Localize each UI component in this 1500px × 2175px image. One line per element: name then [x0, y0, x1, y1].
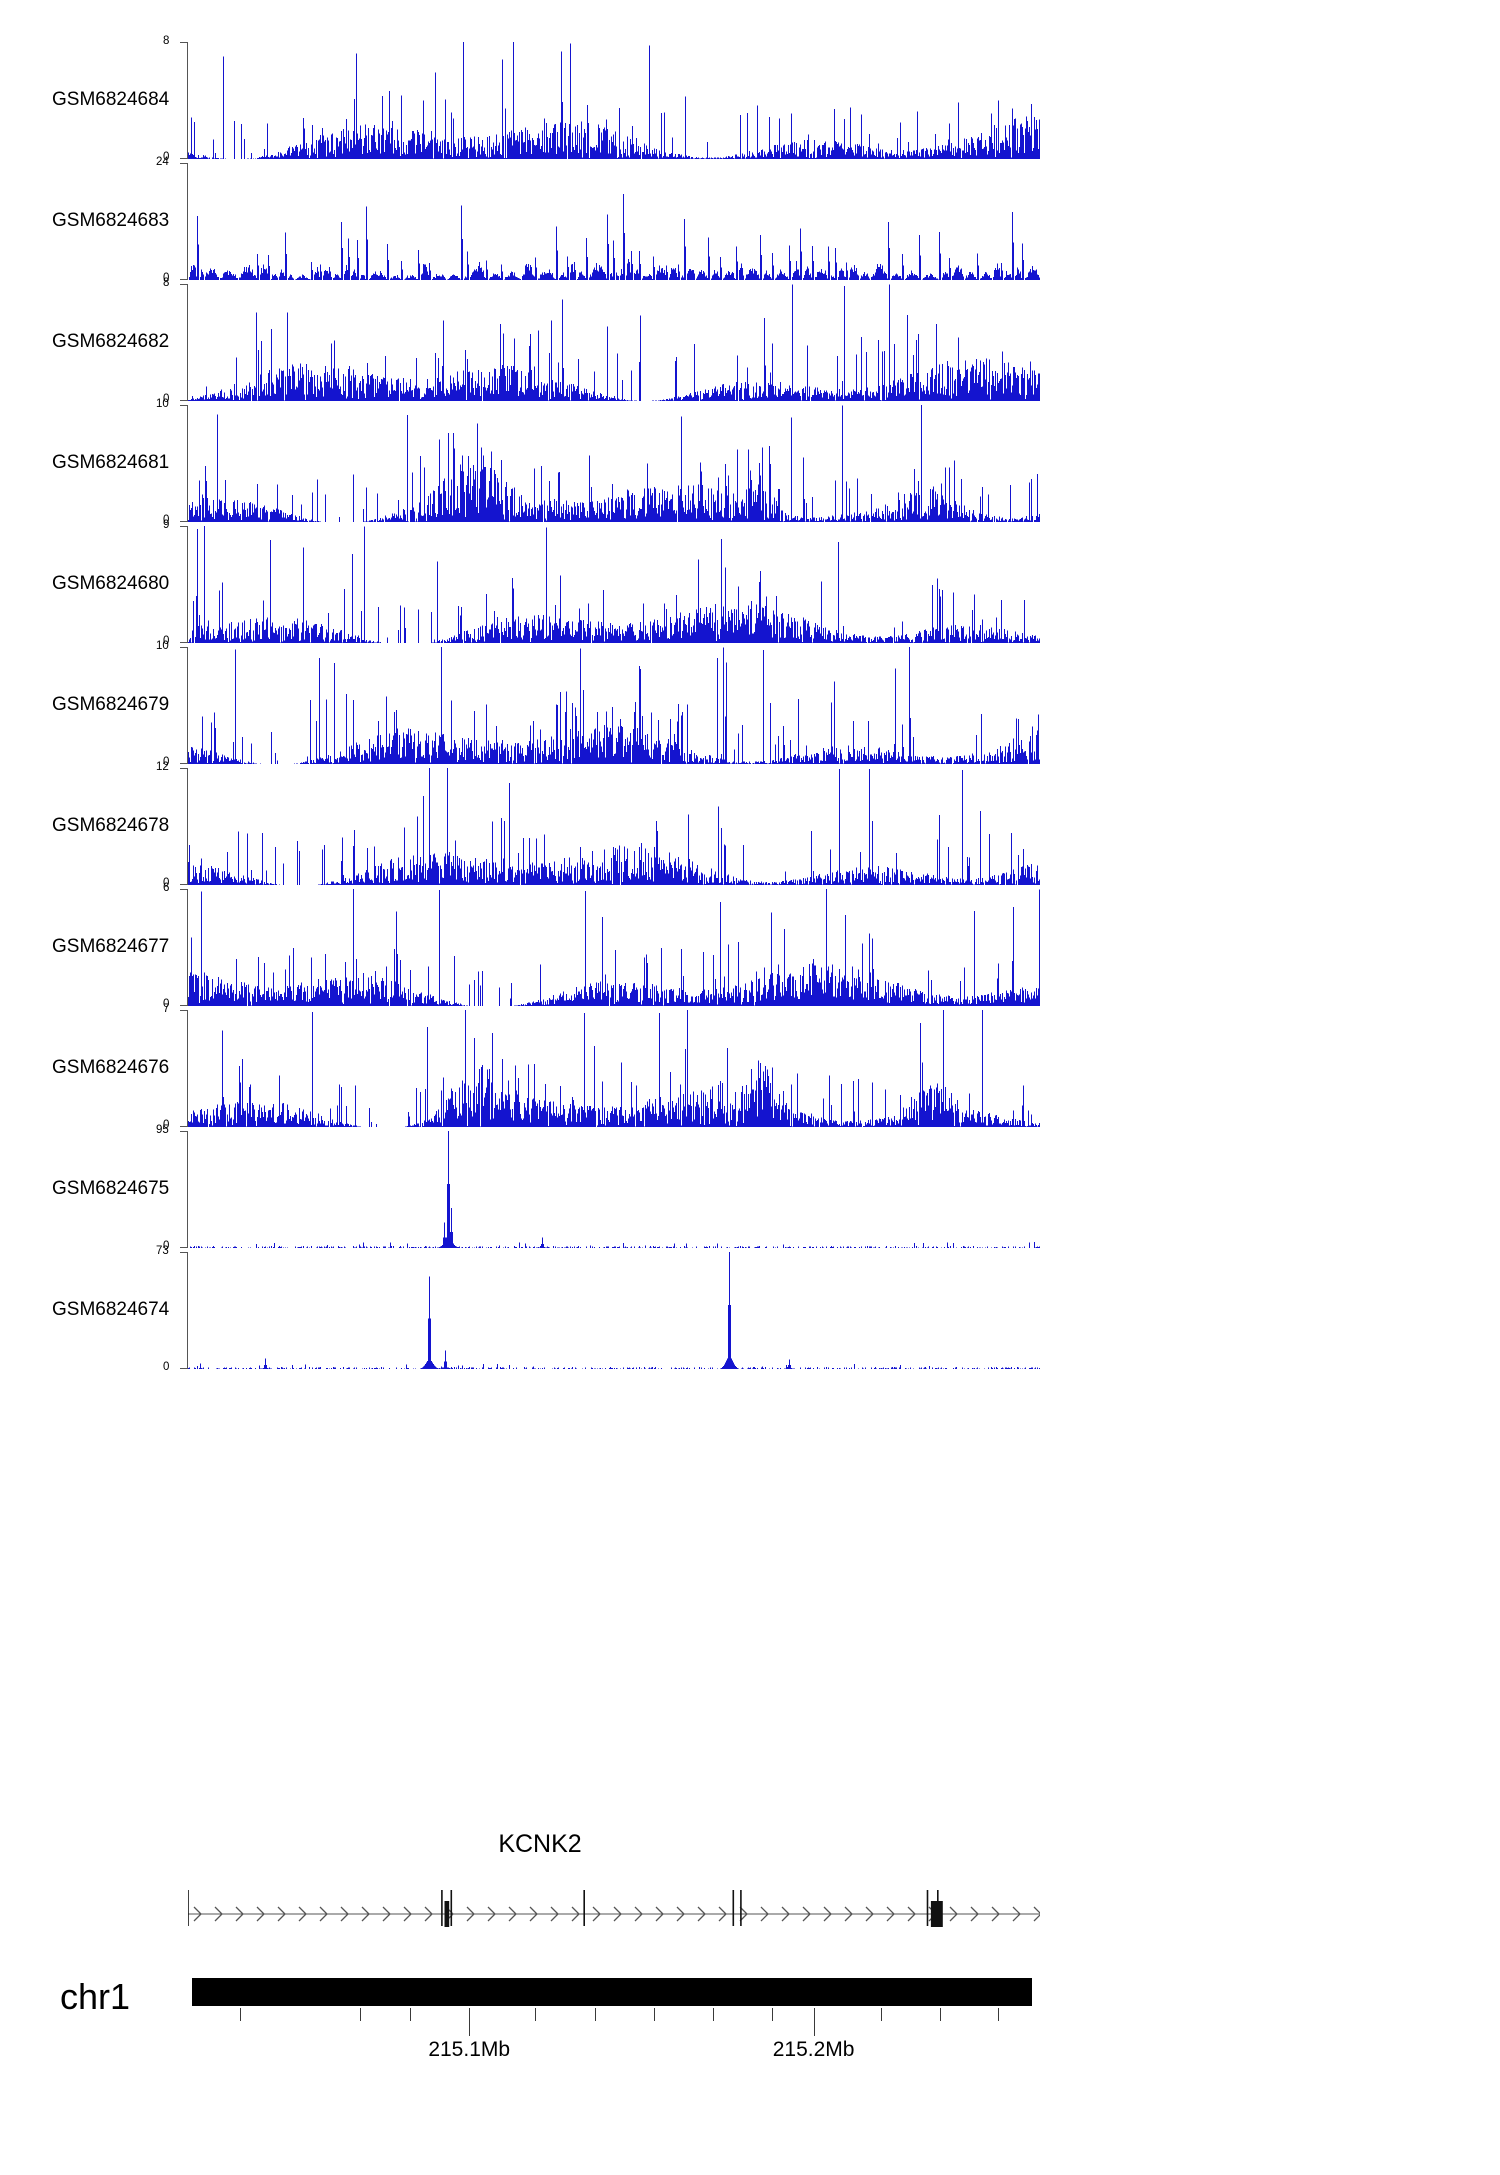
signal-track-gsm6824675[interactable]: GSM6824675 — [0, 1131, 1080, 1248]
signal-track-gsm6824684[interactable]: GSM6824684 — [0, 42, 1080, 159]
y-axis-tick-max — [180, 163, 188, 164]
y-axis-tick-max — [180, 1131, 188, 1132]
y-axis-tick-max — [180, 1010, 188, 1011]
y-axis-tick-max — [180, 1252, 188, 1253]
coord-tick-2 — [410, 2008, 411, 2021]
y-axis-tick-min — [180, 1368, 188, 1369]
signal-plot-gsm6824676[interactable] — [188, 1010, 1040, 1127]
signal-plot-gsm6824683[interactable] — [188, 163, 1040, 280]
y-axis-tick-max — [180, 647, 188, 648]
y-axis-tick-max — [180, 284, 188, 285]
y-axis-tick-max — [180, 405, 188, 406]
y-axis-gsm6824675 — [180, 1131, 188, 1248]
signal-plot-gsm6824684[interactable] — [188, 42, 1040, 159]
track-label-gsm6824676: GSM6824676 — [52, 1057, 172, 1079]
y-axis-tick-max — [180, 889, 188, 890]
track-label-gsm6824678: GSM6824678 — [52, 815, 172, 837]
signal-track-gsm6824678[interactable]: GSM6824678 — [0, 768, 1080, 885]
track-label-gsm6824682: GSM6824682 — [52, 331, 172, 353]
signal-track-gsm6824677[interactable]: GSM6824677 — [0, 889, 1080, 1006]
coord-tick-11 — [940, 2008, 941, 2021]
coord-tick-3 — [469, 2008, 470, 2036]
track-label-gsm6824677: GSM6824677 — [52, 936, 172, 958]
signal-track-gsm6824676[interactable]: GSM6824676 — [0, 1010, 1080, 1127]
signal-plot-gsm6824678[interactable] — [188, 768, 1040, 885]
y-axis-gsm6824677 — [180, 889, 188, 1006]
track-label-gsm6824675: GSM6824675 — [52, 1178, 172, 1200]
y-axis-gsm6824681 — [180, 405, 188, 522]
coord-tick-10 — [881, 2008, 882, 2021]
gene-model-track[interactable]: KCNK2 — [0, 1830, 1080, 1950]
signal-track-gsm6824680[interactable]: GSM6824680 — [0, 526, 1080, 643]
coord-tick-1 — [360, 2008, 361, 2021]
signal-plot-gsm6824680[interactable] — [188, 526, 1040, 643]
signal-plot-gsm6824679[interactable] — [188, 647, 1040, 764]
gene-name-label: KCNK2 — [0, 1830, 1080, 1859]
signal-track-gsm6824683[interactable]: GSM6824683 — [0, 163, 1080, 280]
y-axis-tick-max — [180, 526, 188, 527]
signal-track-gsm6824682[interactable]: GSM6824682 — [0, 284, 1080, 401]
chromosome-ideogram-bar[interactable] — [192, 1978, 1032, 2006]
signal-plot-gsm6824677[interactable] — [188, 889, 1040, 1006]
y-axis-gsm6824683 — [180, 163, 188, 280]
signal-plot-gsm6824674[interactable] — [188, 1252, 1040, 1369]
signal-plot-gsm6824682[interactable] — [188, 284, 1040, 401]
signal-track-gsm6824679[interactable]: GSM6824679 — [0, 647, 1080, 764]
track-label-gsm6824679: GSM6824679 — [52, 694, 172, 716]
track-label-gsm6824674: GSM6824674 — [52, 1299, 172, 1321]
coord-tick-8 — [772, 2008, 773, 2021]
coord-tick-6 — [654, 2008, 655, 2021]
chromosome-label: chr1 — [60, 1976, 130, 2018]
signal-plot-gsm6824675[interactable] — [188, 1131, 1040, 1248]
track-label-gsm6824680: GSM6824680 — [52, 573, 172, 595]
signal-track-gsm6824681[interactable]: GSM6824681 — [0, 405, 1080, 522]
coord-tick-5 — [595, 2008, 596, 2021]
y-axis-gsm6824682 — [180, 284, 188, 401]
coord-tick-12 — [998, 2008, 999, 2021]
y-axis-gsm6824676 — [180, 1010, 188, 1127]
track-label-gsm6824681: GSM6824681 — [52, 452, 172, 474]
track-label-gsm6824684: GSM6824684 — [52, 89, 172, 111]
y-axis-tick-max — [180, 768, 188, 769]
signal-track-gsm6824674[interactable]: GSM6824674 — [0, 1252, 1080, 1369]
coord-label-1: 215.2Mb — [773, 2038, 855, 2062]
y-axis-tick-max — [180, 42, 188, 43]
y-axis-gsm6824674 — [180, 1252, 188, 1369]
coord-tick-4 — [535, 2008, 536, 2021]
signal-plot-gsm6824681[interactable] — [188, 405, 1040, 522]
coord-tick-0 — [240, 2008, 241, 2021]
chromosome-axis-row: chr1 215.1Mb 215.2Mb — [0, 1950, 1100, 2170]
y-axis-gsm6824684 — [180, 42, 188, 159]
coord-label-0: 215.1Mb — [428, 2038, 510, 2062]
coord-tick-9 — [814, 2008, 815, 2036]
track-label-gsm6824683: GSM6824683 — [52, 210, 172, 232]
coord-tick-7 — [713, 2008, 714, 2021]
y-axis-gsm6824678 — [180, 768, 188, 885]
y-axis-gsm6824679 — [180, 647, 188, 764]
y-axis-gsm6824680 — [180, 526, 188, 643]
